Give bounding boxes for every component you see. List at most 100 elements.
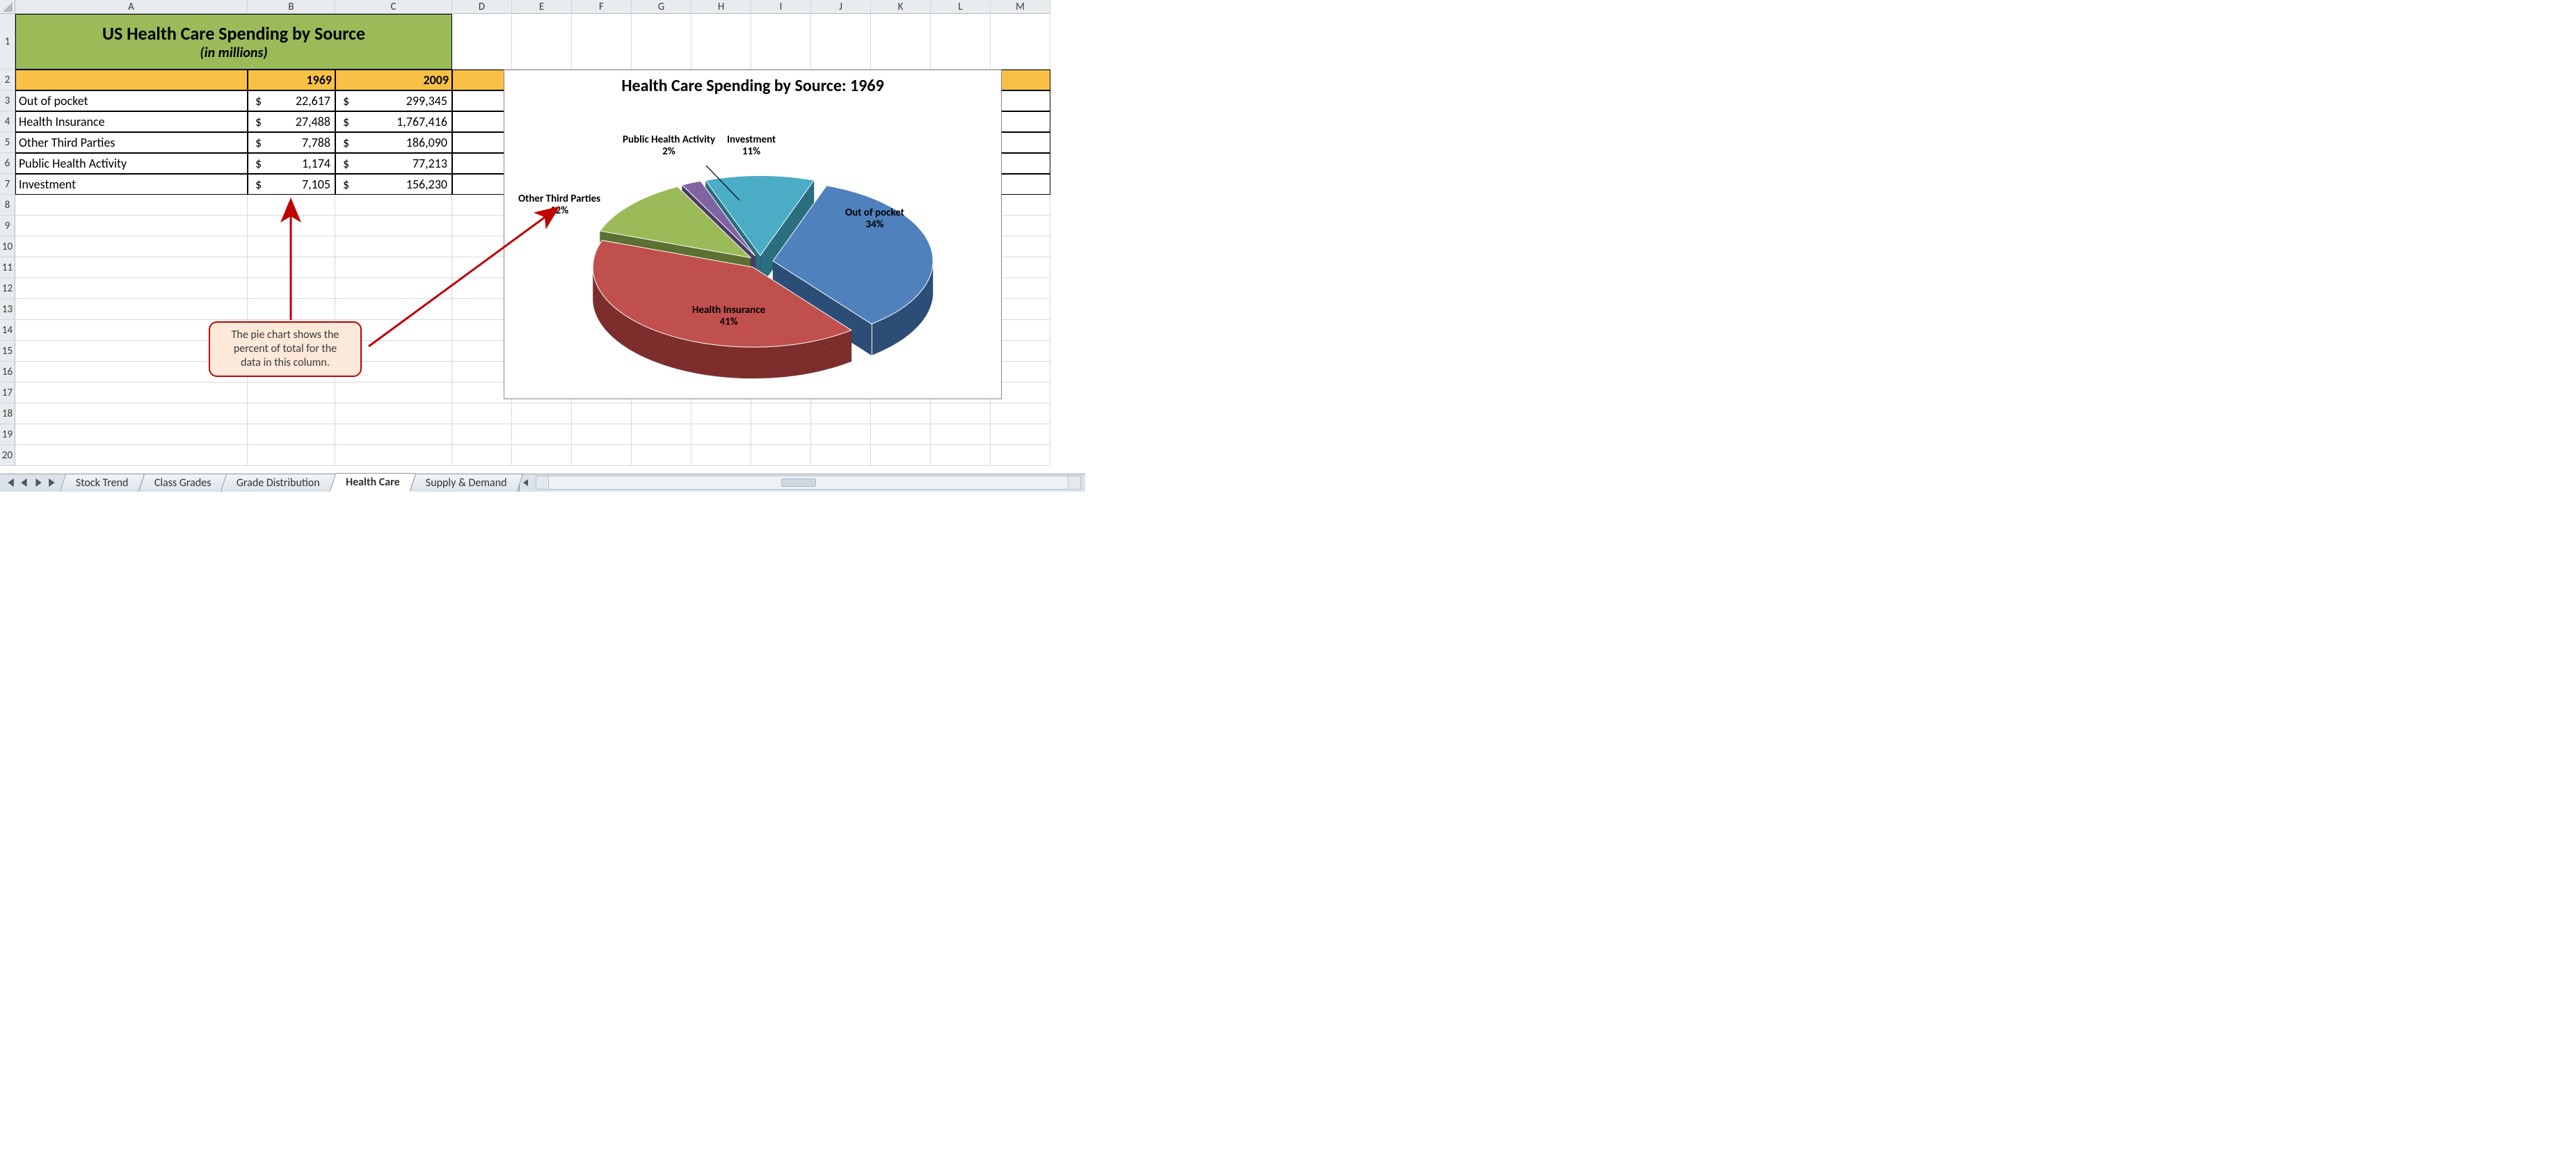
cell[interactable] <box>335 403 452 424</box>
row-header-7[interactable]: 7 <box>0 174 15 195</box>
col-header-I[interactable]: I <box>751 0 811 14</box>
table-row-label[interactable]: Health Insurance <box>15 111 248 132</box>
cell[interactable] <box>871 14 931 70</box>
sheet-tab[interactable]: Health Care <box>330 473 416 492</box>
cell[interactable] <box>335 445 452 466</box>
cell[interactable] <box>931 14 991 70</box>
cell[interactable] <box>335 236 452 257</box>
cell[interactable] <box>632 424 691 445</box>
cell[interactable] <box>15 195 248 216</box>
col-header-H[interactable]: H <box>691 0 751 14</box>
row-header-17[interactable]: 17 <box>0 383 15 403</box>
table-cell-2009[interactable]: $186,090 <box>335 132 452 153</box>
cell[interactable] <box>931 424 991 445</box>
row-header-14[interactable]: 14 <box>0 320 15 341</box>
cell[interactable] <box>512 403 572 424</box>
cell[interactable] <box>452 14 512 70</box>
row-header-6[interactable]: 6 <box>0 153 15 174</box>
tab-last-icon[interactable] <box>46 476 58 489</box>
cell[interactable] <box>15 383 248 403</box>
cell[interactable] <box>15 236 248 257</box>
row-header-15[interactable]: 15 <box>0 341 15 362</box>
table-cell-1969[interactable]: $1,174 <box>248 153 335 174</box>
cell[interactable] <box>931 403 991 424</box>
cell[interactable] <box>248 216 335 236</box>
table-cell-1969[interactable]: $22,617 <box>248 90 335 111</box>
cell[interactable] <box>811 403 871 424</box>
table-cell-2009[interactable]: $1,767,416 <box>335 111 452 132</box>
cell[interactable] <box>248 257 335 278</box>
cell[interactable] <box>335 195 452 216</box>
cell[interactable] <box>991 403 1050 424</box>
cell[interactable] <box>751 445 811 466</box>
cell[interactable] <box>632 14 691 70</box>
table-cell-1969[interactable]: $7,788 <box>248 132 335 153</box>
row-header-1[interactable]: 1 <box>0 14 15 70</box>
col-header-D[interactable]: D <box>452 0 512 14</box>
col-header-E[interactable]: E <box>512 0 572 14</box>
row-header-5[interactable]: 5 <box>0 132 15 153</box>
cell[interactable] <box>452 424 512 445</box>
cell[interactable] <box>452 445 512 466</box>
cell[interactable] <box>691 445 751 466</box>
table-cell-2009[interactable]: $77,213 <box>335 153 452 174</box>
cell[interactable] <box>632 403 691 424</box>
hscroll-thumb[interactable] <box>781 478 816 487</box>
table-cell-1969[interactable]: $27,488 <box>248 111 335 132</box>
table-row-label[interactable]: Public Health Activity <box>15 153 248 174</box>
cell[interactable] <box>248 403 335 424</box>
cell[interactable] <box>751 424 811 445</box>
col-header-K[interactable]: K <box>871 0 931 14</box>
cell[interactable] <box>248 424 335 445</box>
col-header-F[interactable]: F <box>572 0 632 14</box>
sheet-tab[interactable]: Stock Trend <box>60 474 145 492</box>
col-header-A[interactable]: A <box>15 0 248 14</box>
row-header-16[interactable]: 16 <box>0 362 15 383</box>
row-header-10[interactable]: 10 <box>0 236 15 257</box>
row-header-20[interactable]: 20 <box>0 445 15 466</box>
cell[interactable] <box>512 14 572 70</box>
table-row-label[interactable]: Out of pocket <box>15 90 248 111</box>
cell[interactable] <box>751 403 811 424</box>
row-header-2[interactable]: 2 <box>0 70 15 90</box>
row-header-11[interactable]: 11 <box>0 257 15 278</box>
cell[interactable] <box>871 424 931 445</box>
row-header-13[interactable]: 13 <box>0 299 15 320</box>
table-cell-1969[interactable]: $7,105 <box>248 174 335 195</box>
sheet-tab[interactable]: Supply & Demand <box>409 474 522 492</box>
cell[interactable] <box>811 445 871 466</box>
cell[interactable] <box>871 445 931 466</box>
cell[interactable] <box>512 424 572 445</box>
col-header-C[interactable]: C <box>335 0 452 14</box>
cell[interactable] <box>335 278 452 299</box>
tab-prev-icon[interactable] <box>18 476 31 489</box>
cell[interactable] <box>512 445 572 466</box>
cell[interactable] <box>691 14 751 70</box>
cell[interactable] <box>335 257 452 278</box>
cell[interactable] <box>248 383 335 403</box>
cell[interactable] <box>15 445 248 466</box>
cell[interactable] <box>335 216 452 236</box>
cell[interactable] <box>572 445 632 466</box>
cell[interactable] <box>248 278 335 299</box>
cell[interactable] <box>248 445 335 466</box>
cell[interactable] <box>991 424 1050 445</box>
pie-chart[interactable]: Health Care Spending by Source: 1969 Out… <box>504 70 1002 399</box>
tab-first-icon[interactable] <box>4 476 17 489</box>
row-header-12[interactable]: 12 <box>0 278 15 299</box>
cell[interactable] <box>572 424 632 445</box>
cell[interactable] <box>871 403 931 424</box>
cell[interactable] <box>751 14 811 70</box>
row-header-8[interactable]: 8 <box>0 195 15 216</box>
cell[interactable] <box>452 403 512 424</box>
hscroll-right-btn[interactable] <box>1068 476 1080 489</box>
cell[interactable] <box>15 403 248 424</box>
sheet-tab[interactable]: Grade Distribution <box>221 474 336 492</box>
cell[interactable] <box>248 195 335 216</box>
cell[interactable] <box>248 299 335 320</box>
cell[interactable] <box>632 445 691 466</box>
cell[interactable] <box>15 257 248 278</box>
cell[interactable] <box>15 299 248 320</box>
select-all-corner[interactable] <box>0 0 15 14</box>
col-header-L[interactable]: L <box>931 0 991 14</box>
